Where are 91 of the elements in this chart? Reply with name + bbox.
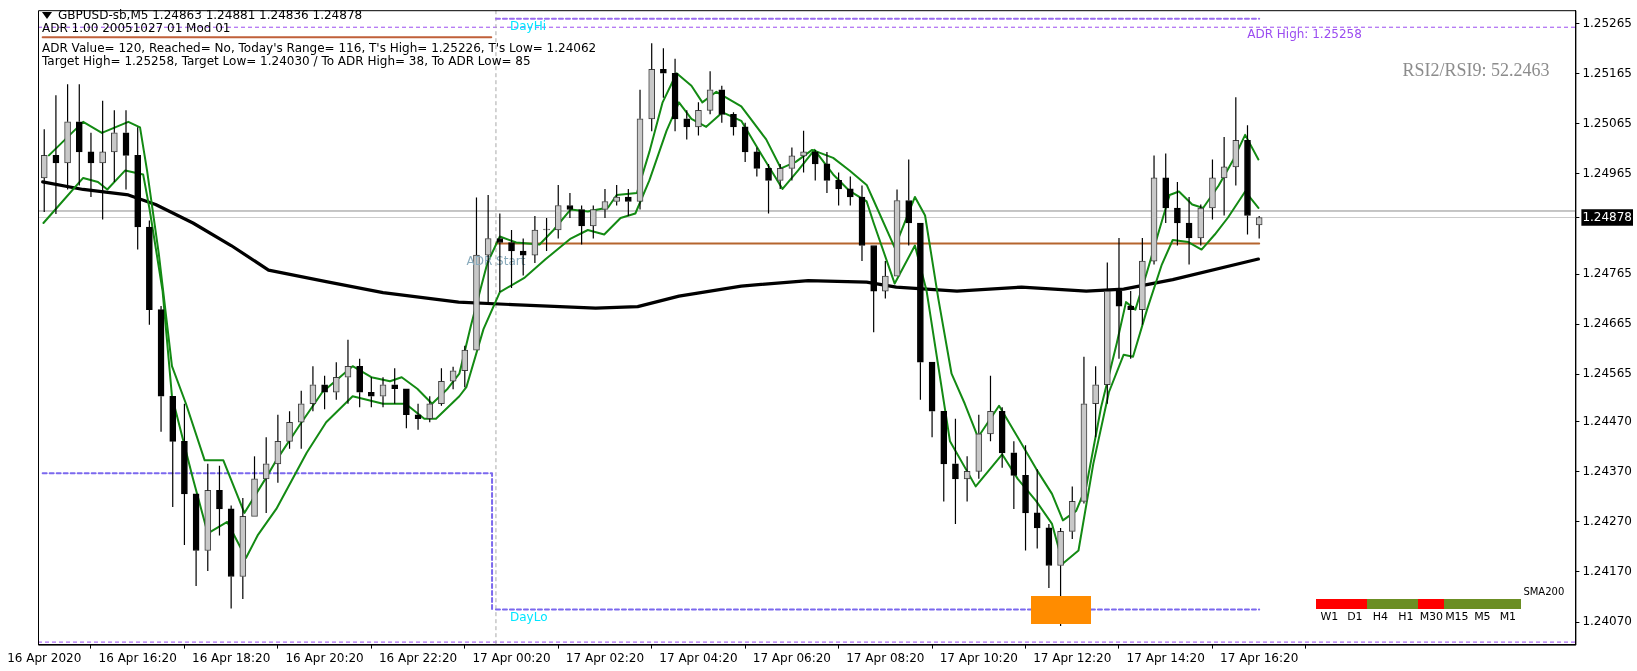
x-tick-label: 16 Apr 20:20	[285, 650, 364, 665]
candlestick	[368, 376, 375, 408]
candlestick	[940, 410, 948, 502]
annotation: DayLo	[509, 609, 548, 624]
annotation: M15	[1444, 609, 1470, 623]
y-tick-label: 1.24370	[1582, 463, 1632, 478]
candlestick	[1092, 365, 1099, 438]
candlestick	[578, 204, 585, 246]
annotation: RSI2/RSI9: 52.2463	[1402, 60, 1550, 82]
annotation: SMA200	[1523, 585, 1565, 597]
candlestick	[706, 70, 714, 115]
candlestick	[239, 497, 247, 600]
annotation: W1	[1319, 609, 1340, 623]
x-tick-label: 17 Apr 16:20	[1220, 650, 1299, 665]
y-tick-label: 1.24070	[1582, 614, 1632, 629]
candlestick	[379, 376, 387, 408]
candlestick	[998, 406, 1006, 469]
y-tick-label: 1.24965	[1582, 166, 1632, 181]
candlestick	[1244, 124, 1251, 236]
x-tick-label: 17 Apr 12:20	[1033, 650, 1112, 665]
candlestick	[1033, 468, 1041, 550]
candlestick	[765, 163, 772, 215]
y-tick-label: 1.24270	[1582, 514, 1632, 529]
x-tick-label: 16 Apr 16:20	[98, 650, 177, 665]
annotation: H1	[1397, 609, 1415, 623]
y-tick-label: 1.24470	[1582, 413, 1632, 428]
annotation: M5	[1473, 609, 1492, 623]
annotation: GBPUSD-sb,M5 1.24863 1.24881 1.24836 1.24878	[58, 8, 363, 22]
candlestick	[1174, 181, 1181, 247]
y-tick-label: 1.24878	[1582, 209, 1632, 224]
candlestick	[146, 219, 153, 326]
x-tick-label: 17 Apr 06:20	[752, 650, 832, 665]
y-tick-label: 1.24765	[1582, 266, 1632, 281]
candlestick	[1127, 290, 1135, 360]
y-tick-label: 1.25165	[1582, 65, 1632, 80]
x-tick-label: 16 Apr 18:20	[192, 650, 271, 665]
candlestick	[286, 410, 293, 450]
candlestick	[216, 465, 223, 537]
candlestick	[811, 149, 819, 182]
annotation: Target High= 1.25258, Target Low= 1.24030 / To ADR High= 38, To ADR Low= 85	[42, 54, 532, 68]
candlestick	[1068, 485, 1076, 540]
y-tick-label: 1.25065	[1582, 115, 1632, 130]
x-tick-label: 17 Apr 10:20	[939, 650, 1018, 665]
ref-line-label: ADR High: 1.25258	[1247, 27, 1362, 42]
x-tick-label: 17 Apr 14:20	[1126, 650, 1205, 665]
candlestick	[952, 418, 959, 525]
candlestick	[110, 109, 118, 183]
candlestick	[625, 188, 632, 217]
x-tick-label: 17 Apr 00:20	[472, 650, 551, 665]
candlestick	[975, 414, 983, 480]
y-tick-label: 1.25265	[1582, 15, 1632, 30]
candlestick	[75, 83, 83, 187]
x-tick-label: 17 Apr 04:20	[659, 650, 738, 665]
annotation: ADR Value= 120, Reached= No, Today's Range= 116, T's High= 1.25226, T's Low= 1.24062	[42, 41, 597, 55]
candlestick	[683, 109, 691, 140]
annotation: DayHi	[509, 18, 547, 33]
candlestick	[905, 158, 913, 247]
candlestick	[181, 403, 188, 546]
x-tick-label: 16 Apr 22:20	[378, 650, 458, 665]
candlestick	[391, 367, 399, 405]
candlestick	[332, 361, 340, 401]
candlestick	[648, 42, 656, 132]
candlestick	[660, 47, 667, 99]
candlestick	[835, 171, 842, 207]
candlestick	[321, 375, 328, 410]
candlestick	[882, 260, 889, 300]
candlestick	[356, 358, 363, 408]
candlestick	[297, 390, 305, 450]
candlestick	[1022, 444, 1029, 552]
candlestick	[169, 395, 177, 508]
candlestick	[262, 436, 270, 514]
candlestick	[449, 366, 457, 390]
y-tick-label: 1.24170	[1582, 564, 1632, 579]
x-tick-label: 17 Apr 02:20	[565, 650, 645, 665]
candlestick	[846, 175, 854, 207]
candlestick	[566, 192, 574, 219]
candlestick	[414, 403, 422, 431]
annotation: H4	[1371, 609, 1389, 623]
annotation: D1	[1346, 609, 1364, 623]
candlestick	[1232, 96, 1240, 187]
annotation: M1	[1498, 609, 1518, 623]
x-tick-label: 16 Apr 2020	[7, 650, 82, 665]
candlestick	[1162, 152, 1170, 224]
y-tick-label: 1.24565	[1582, 366, 1632, 381]
annotation: M30	[1418, 609, 1445, 623]
candlestick	[461, 345, 469, 388]
candlestick	[987, 375, 994, 442]
candlestick	[204, 463, 212, 572]
y-tick-label: 1.24665	[1582, 316, 1632, 331]
annotation: ADR 1.00 20051027 01 Mod 01	[42, 21, 231, 35]
x-tick-label: 17 Apr 08:20	[846, 650, 925, 665]
